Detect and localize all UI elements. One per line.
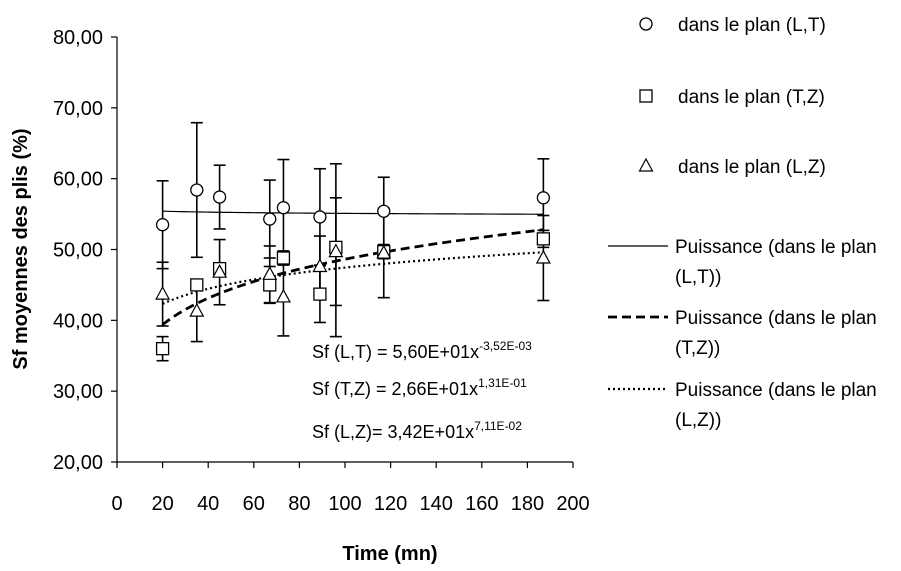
data-point-lt	[377, 204, 391, 218]
trendlines	[161, 210, 544, 326]
markers	[155, 183, 551, 356]
data-point-lz	[275, 288, 291, 303]
legend: dans le plan (L,T) dans le plan (T,Z) dans…	[608, 15, 877, 431]
y-tick-label: 60,00	[53, 169, 103, 191]
data-point-lz	[212, 263, 228, 278]
legend-label: (L,T))	[675, 267, 721, 288]
legend-label: Puissance (dans le plan	[675, 237, 877, 258]
legend-symbol-square	[639, 89, 653, 103]
trendline-solid	[162, 210, 544, 215]
x-ticks: 0 20 40 60 80 100 120 140 160 180 200	[111, 462, 590, 515]
x-tick-label: 180	[511, 493, 544, 515]
legend-label: dans le plan (L,T)	[678, 15, 826, 36]
data-point-lz	[312, 258, 328, 273]
equation-annotation: Sf (L,Z)= 3,42E+01x7,11E-02	[312, 419, 522, 442]
data-point-lz	[328, 243, 344, 258]
data-point-lt	[212, 190, 227, 204]
data-point-lt	[313, 210, 327, 224]
data-point-lt	[276, 201, 291, 215]
data-point-lz	[262, 266, 278, 280]
legend-item: Puissance (dans le plan (L,Z))	[608, 380, 877, 431]
data-point-tz	[276, 251, 291, 265]
y-tick-label: 40,00	[53, 310, 103, 332]
x-tick-label: 200	[556, 493, 589, 515]
x-tick-label: 20	[151, 493, 173, 515]
x-tick-label: 0	[111, 493, 122, 515]
equation-annotations: Sf (L,T) = 5,60E+01x-3,52E-03 Sf (T,Z) = …	[312, 339, 532, 442]
y-ticks: 20,00 30,00 40,00 50,00 60,00 70,00 80,00	[53, 27, 117, 474]
legend-symbol-triangle	[638, 157, 654, 172]
legend-label: dans le plan (L,Z)	[678, 157, 826, 178]
x-tick-label: 40	[197, 493, 219, 515]
legend-label: dans le plan (T,Z)	[678, 87, 825, 108]
legend-item: Puissance (dans le plan (T,Z))	[608, 308, 877, 359]
data-point-tz	[313, 287, 327, 301]
x-tick-label: 60	[243, 493, 265, 515]
legend-label: Puissance (dans le plan	[675, 380, 877, 401]
y-tick-label: 50,00	[53, 240, 103, 262]
data-point-tz	[155, 342, 170, 356]
trendline-dashed	[161, 228, 544, 326]
data-point-lt	[536, 191, 551, 205]
legend-item: Puissance (dans le plan (L,T))	[608, 237, 877, 288]
data-point-lt	[190, 183, 204, 197]
y-axis-title: Sf moyennes des plis (%)	[10, 128, 32, 369]
legend-label: (T,Z))	[675, 338, 720, 359]
plot-area: 20,00 30,00 40,00 50,00 60,00 70,00 80,00 0 20 4…	[53, 27, 590, 515]
x-tick-label: 80	[288, 493, 310, 515]
trendline-dotted	[162, 251, 544, 305]
legend-item: dans le plan (T,Z)	[639, 87, 825, 108]
data-point-lz	[155, 285, 171, 300]
y-tick-label: 70,00	[53, 98, 103, 120]
data-point-lz	[376, 244, 392, 259]
legend-item: dans le plan (L,T)	[639, 15, 826, 36]
x-tick-label: 100	[328, 493, 361, 515]
equation-annotation: Sf (T,Z) = 2,66E+01x1,31E-01	[312, 376, 527, 399]
data-point-lt	[263, 212, 277, 226]
y-tick-label: 20,00	[53, 452, 103, 474]
error-bars	[156, 121, 550, 362]
x-tick-label: 160	[465, 493, 498, 515]
x-axis-title: Time (mn)	[342, 543, 437, 565]
data-point-lz	[535, 249, 551, 264]
data-point-tz	[190, 278, 204, 292]
x-tick-label: 120	[374, 493, 407, 515]
legend-symbol-circle	[639, 17, 653, 31]
x-tick-label: 140	[420, 493, 453, 515]
y-tick-label: 80,00	[53, 27, 103, 49]
legend-label: Puissance (dans le plan	[675, 308, 877, 329]
legend-label: (L,Z))	[675, 410, 721, 431]
y-tick-label: 30,00	[53, 381, 103, 403]
legend-item: dans le plan (L,Z)	[638, 157, 826, 178]
equation-annotation: Sf (L,T) = 5,60E+01x-3,52E-03	[312, 339, 532, 362]
data-point-lt	[155, 218, 170, 232]
data-point-lz	[189, 302, 205, 317]
data-point-tz	[536, 232, 551, 246]
data-point-tz	[263, 278, 277, 292]
